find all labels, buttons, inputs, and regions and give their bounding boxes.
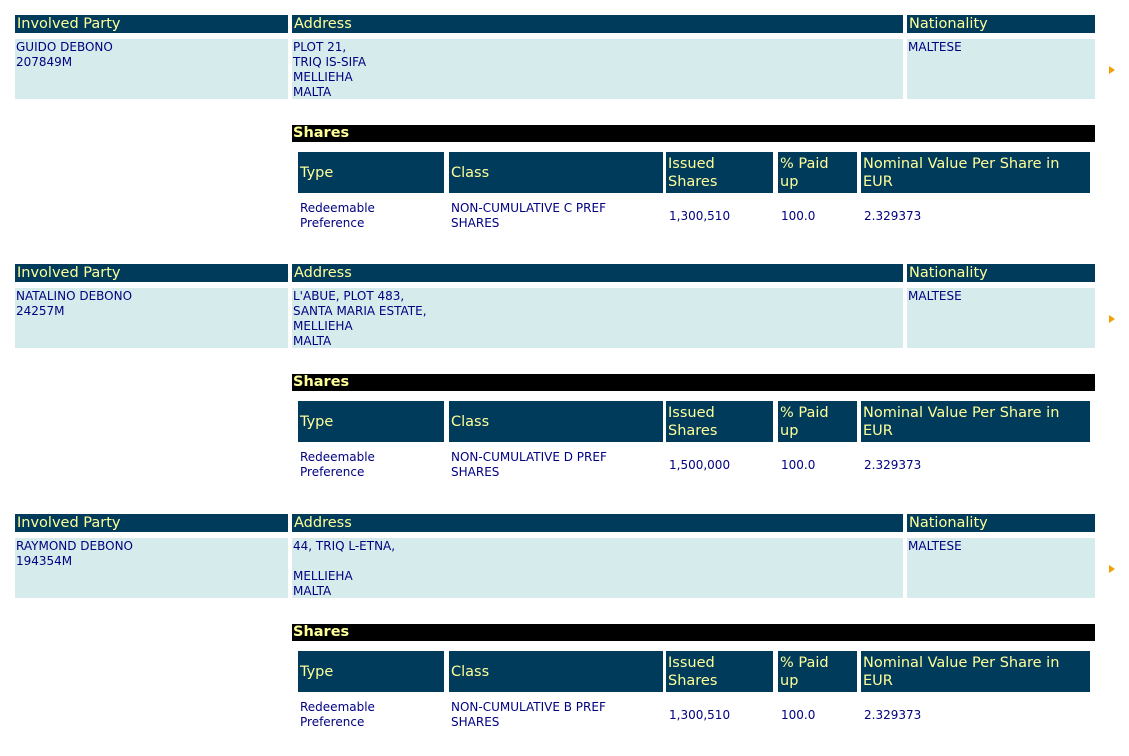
address-header: Address	[292, 264, 903, 282]
issued-shares-header: Issued Shares	[666, 401, 773, 442]
expand-arrow-icon[interactable]	[1109, 315, 1115, 323]
nationality-cell: MALTESE	[907, 538, 1095, 598]
paid-up-value: 100.0	[781, 458, 816, 472]
involved-party-header: Involved Party	[15, 514, 288, 532]
party-id: 194354M	[16, 554, 73, 568]
nationality-value: MALTESE	[908, 539, 962, 553]
paid-up-header: % Paid up	[778, 651, 857, 692]
nominal-value-header: Nominal Value Per Share in EUR	[861, 401, 1090, 442]
share-class-value: NON-CUMULATIVE C PREF SHARES	[451, 201, 606, 230]
share-class-header: Class	[449, 401, 663, 442]
party-name: NATALINO DEBONO	[16, 289, 133, 303]
involved-party-header: Involved Party	[15, 15, 288, 33]
nominal-value: 2.329373	[864, 209, 922, 223]
share-class-value: NON-CUMULATIVE D PREF SHARES	[451, 450, 607, 479]
nationality-value: MALTESE	[908, 40, 962, 54]
address-line: MELLIEHA	[293, 569, 353, 583]
share-type-value: Redeemable Preference	[300, 450, 375, 479]
paid-up-value: 100.0	[781, 209, 816, 223]
issued-shares-value: 1,300,510	[669, 209, 731, 223]
involved-party-cell: NATALINO DEBONO 24257M	[15, 288, 288, 348]
address-line: MELLIEHA	[293, 70, 353, 84]
address-header: Address	[292, 514, 903, 532]
share-type-header: Type	[298, 401, 444, 442]
nationality-header: Nationality	[907, 264, 1095, 282]
nominal-value: 2.329373	[864, 708, 922, 722]
address-cell: PLOT 21, TRIQ IS-SIFA MELLIEHA MALTA	[292, 39, 903, 99]
address-line: MELLIEHA	[293, 319, 353, 333]
shares-title: Shares	[292, 125, 1095, 142]
address-line: PLOT 21,	[293, 40, 347, 54]
shares-title: Shares	[292, 624, 1095, 641]
address-line: MALTA	[293, 334, 332, 348]
share-type-value: Redeemable Preference	[300, 201, 375, 230]
address-header: Address	[292, 15, 903, 33]
nominal-value: 2.329373	[864, 458, 922, 472]
share-type-header: Type	[298, 651, 444, 692]
party-id: 24257M	[16, 304, 65, 318]
issued-shares-header: Issued Shares	[666, 651, 773, 692]
share-type-value: Redeemable Preference	[300, 700, 375, 729]
share-class-header: Class	[449, 651, 663, 692]
share-class-value: NON-CUMULATIVE B PREF SHARES	[451, 700, 606, 729]
address-line: TRIQ IS-SIFA	[293, 55, 367, 69]
nationality-cell: MALTESE	[907, 288, 1095, 348]
nationality-value: MALTESE	[908, 289, 962, 303]
paid-up-header: % Paid up	[778, 152, 857, 193]
involved-party-header: Involved Party	[15, 264, 288, 282]
address-line: 44, TRIQ L-ETNA,	[293, 539, 396, 553]
paid-up-value: 100.0	[781, 708, 816, 722]
paid-up-header: % Paid up	[778, 401, 857, 442]
involved-party-cell: RAYMOND DEBONO 194354M	[15, 538, 288, 598]
issued-shares-header: Issued Shares	[666, 152, 773, 193]
address-line: MALTA	[293, 584, 332, 598]
party-name: GUIDO DEBONO	[16, 40, 113, 54]
nationality-cell: MALTESE	[907, 39, 1095, 99]
expand-arrow-icon[interactable]	[1109, 565, 1115, 573]
shares-title: Shares	[292, 374, 1095, 391]
address-cell: L'ABUE, PLOT 483, SANTA MARIA ESTATE, ME…	[292, 288, 903, 348]
party-id: 207849M	[16, 55, 73, 69]
address-cell: 44, TRIQ L-ETNA, MELLIEHA MALTA	[292, 538, 903, 598]
involved-party-cell: GUIDO DEBONO 207849M	[15, 39, 288, 99]
address-line: SANTA MARIA ESTATE,	[293, 304, 427, 318]
party-name: RAYMOND DEBONO	[16, 539, 133, 553]
nationality-header: Nationality	[907, 15, 1095, 33]
address-line: MALTA	[293, 85, 332, 99]
nominal-value-header: Nominal Value Per Share in EUR	[861, 651, 1090, 692]
address-line: L'ABUE, PLOT 483,	[293, 289, 405, 303]
share-class-header: Class	[449, 152, 663, 193]
share-type-header: Type	[298, 152, 444, 193]
nationality-header: Nationality	[907, 514, 1095, 532]
nominal-value-header: Nominal Value Per Share in EUR	[861, 152, 1090, 193]
address-line	[293, 554, 903, 569]
expand-arrow-icon[interactable]	[1109, 66, 1115, 74]
issued-shares-value: 1,500,000	[669, 458, 731, 472]
issued-shares-value: 1,300,510	[669, 708, 731, 722]
